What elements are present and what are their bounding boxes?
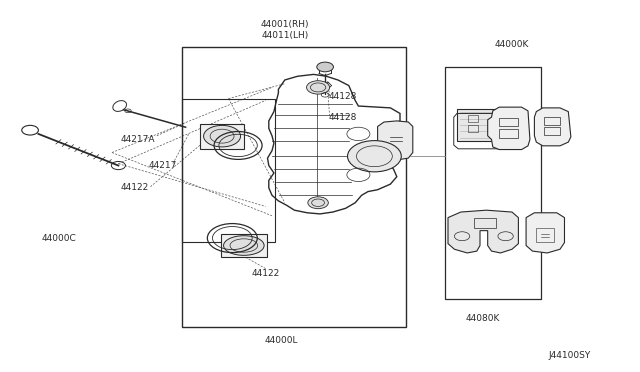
Text: 44217A: 44217A (120, 135, 155, 144)
Bar (544, 127, 560, 135)
Bar (536, 228, 554, 242)
Bar (468, 115, 478, 122)
Bar (468, 125, 478, 132)
Bar (182, 46, 406, 327)
Ellipse shape (204, 125, 241, 147)
Circle shape (348, 141, 401, 172)
Text: 44080K: 44080K (466, 314, 500, 323)
Text: 44128: 44128 (328, 92, 356, 101)
Polygon shape (378, 121, 413, 160)
Bar (200, 124, 244, 149)
Polygon shape (526, 213, 564, 253)
Polygon shape (448, 210, 518, 253)
Bar (221, 234, 267, 257)
Text: J44100SY: J44100SY (548, 351, 591, 360)
Circle shape (308, 197, 328, 209)
Bar (445, 67, 541, 299)
Text: 44122: 44122 (252, 269, 280, 278)
Text: 44000C: 44000C (42, 234, 76, 243)
Bar (474, 218, 496, 228)
Bar (499, 129, 518, 138)
Text: 44001(RH): 44001(RH) (260, 20, 309, 29)
Text: 44128: 44128 (328, 113, 356, 122)
Polygon shape (534, 108, 571, 146)
Bar (182, 99, 275, 242)
Text: 44000L: 44000L (265, 336, 298, 345)
Text: 44000K: 44000K (495, 40, 529, 49)
Bar (457, 109, 500, 141)
Text: 44011(LH): 44011(LH) (261, 31, 308, 40)
Ellipse shape (223, 236, 264, 255)
Text: 44122: 44122 (120, 183, 148, 192)
Bar (544, 117, 560, 125)
Text: 44217: 44217 (149, 161, 177, 170)
Circle shape (317, 62, 333, 72)
Bar (499, 118, 518, 126)
Circle shape (307, 81, 330, 94)
Polygon shape (488, 107, 530, 150)
